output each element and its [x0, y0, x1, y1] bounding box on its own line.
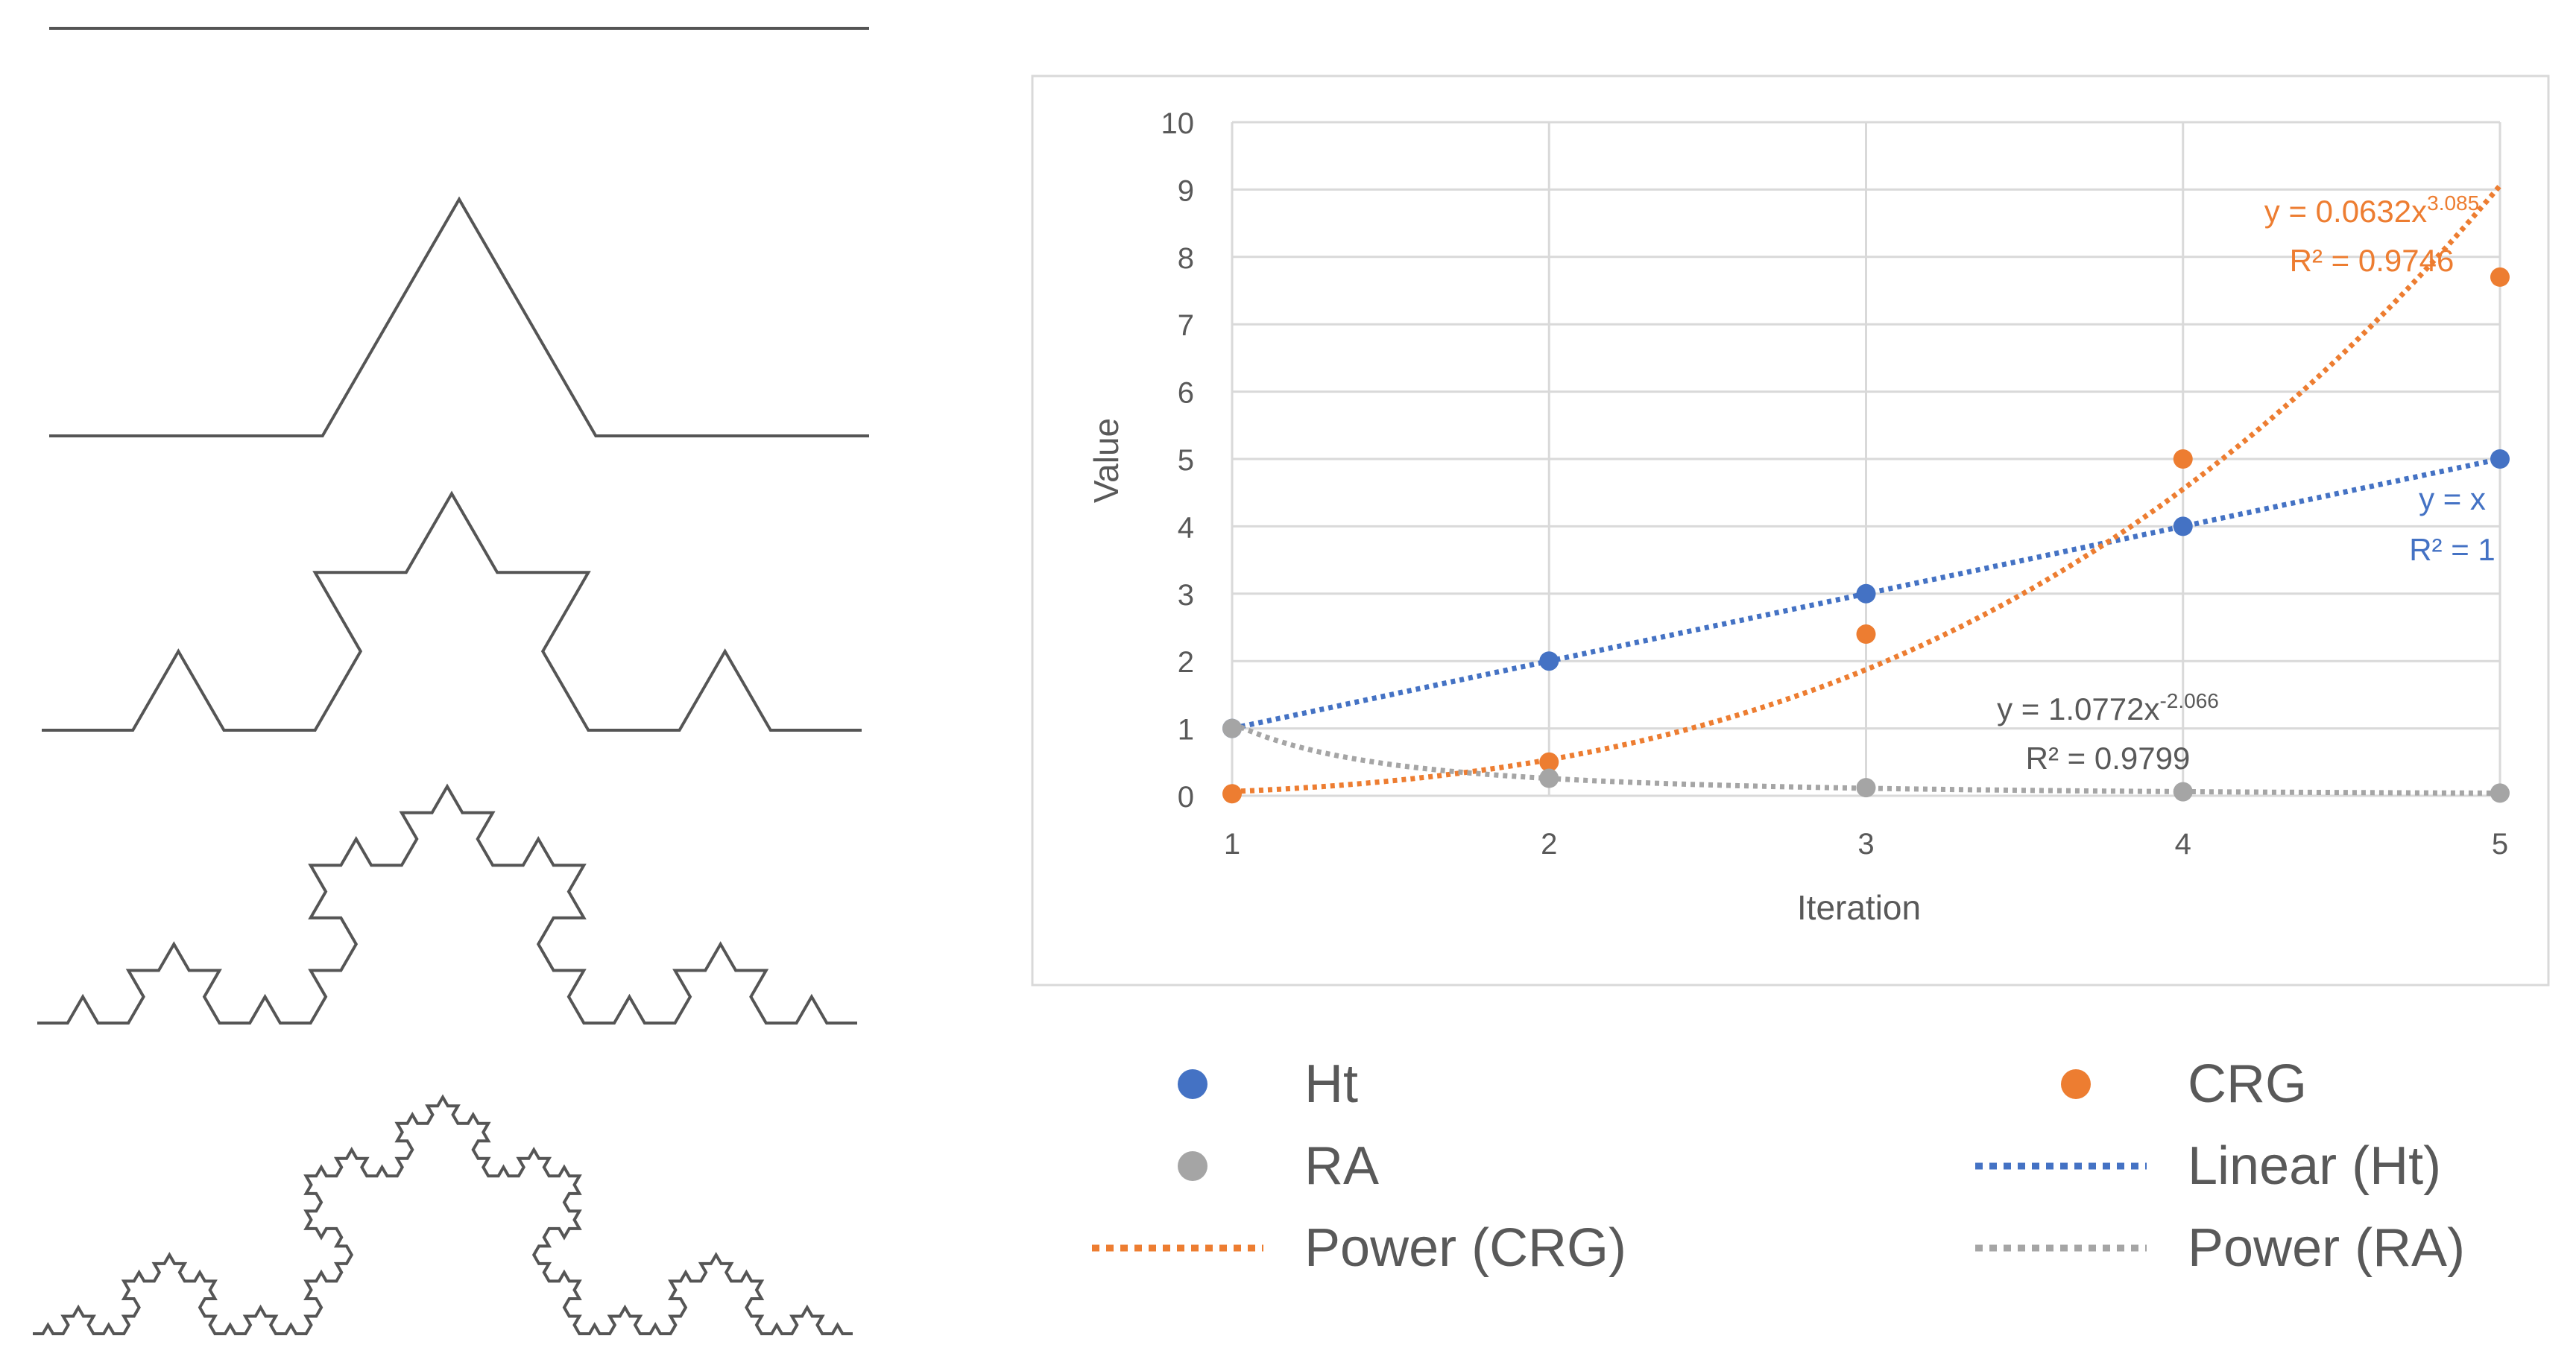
legend-marker — [2061, 1069, 2091, 1099]
x-axis-ticks: 1 2 3 4 5 — [1224, 828, 2508, 861]
y-axis-label: Value — [1087, 418, 1126, 503]
legend-item-power-crg[interactable]: Power (CRG) — [1092, 1218, 1626, 1278]
x-tick-label: 5 — [2492, 828, 2508, 861]
y-tick-label: 1 — [1178, 714, 1194, 747]
y-tick-label: 6 — [1178, 377, 1194, 410]
koch-curve-panel — [33, 27, 869, 1335]
trendline-equation: y = 0.0632x3.085 — [2264, 191, 2479, 229]
legend-marker — [1178, 1151, 1208, 1181]
y-tick-label: 3 — [1178, 579, 1194, 612]
trendline-r2: R² = 0.9799 — [2026, 741, 2191, 776]
point-crg-4[interactable] — [2173, 449, 2193, 469]
y-tick-label: 4 — [1178, 511, 1194, 544]
koch-curve-level-1 — [49, 196, 869, 437]
x-tick-label: 1 — [1224, 828, 1240, 861]
x-tick-label: 2 — [1541, 828, 1557, 861]
y-tick-label: 5 — [1178, 444, 1194, 477]
point-crg-5[interactable] — [2490, 267, 2510, 287]
trendline-equations: y = x R² = 1 y = 0.0632x3.085 R² = 0.9746 y … — [1997, 191, 2496, 776]
point-ht-3[interactable] — [1856, 583, 1876, 604]
y-tick-label: 10 — [1161, 107, 1195, 140]
legend-item-power-ra[interactable]: Power (RA) — [1975, 1218, 2465, 1278]
point-ra-4[interactable] — [2173, 782, 2193, 802]
legend-label: Linear (Ht) — [2188, 1136, 2441, 1196]
legend-item-crg[interactable]: CRG — [2061, 1054, 2307, 1114]
point-ht-5[interactable] — [2490, 449, 2510, 469]
point-ht-2[interactable] — [1539, 651, 1559, 671]
y-tick-label: 9 — [1178, 174, 1194, 207]
trendline-r2: R² = 0.9746 — [2290, 243, 2455, 278]
legend-marker — [1178, 1069, 1208, 1099]
legend-label: Power (CRG) — [1304, 1218, 1626, 1278]
trendline-power-ra- — [1231, 721, 2500, 796]
trendline-r2: R² = 1 — [2409, 532, 2496, 567]
chart-frame — [1031, 75, 2550, 987]
y-tick-label: 7 — [1178, 309, 1194, 342]
point-crg-1[interactable] — [1222, 784, 1242, 804]
point-crg-3[interactable] — [1856, 624, 1876, 645]
legend-label: Power (RA) — [2188, 1218, 2465, 1278]
koch-curve-level-2 — [42, 490, 862, 732]
point-ht-4[interactable] — [2173, 516, 2193, 536]
koch-curve-level-3 — [37, 783, 857, 1025]
legend-label: CRG — [2188, 1054, 2307, 1114]
y-tick-label: 8 — [1178, 242, 1194, 275]
legend-label: Ht — [1304, 1054, 1358, 1114]
legend-label: RA — [1304, 1136, 1379, 1196]
y-tick-label: 2 — [1178, 646, 1194, 679]
point-ra-2[interactable] — [1539, 768, 1559, 788]
trendline-equation: y = x — [2419, 481, 2486, 516]
y-axis-ticks: 0 1 2 3 4 5 6 7 8 9 10 — [1161, 107, 1195, 814]
legend-item-ra[interactable]: RA — [1178, 1136, 1379, 1196]
chart-legend[interactable]: Ht CRG RA Linear (Ht) Power (CRG) Power (RA) — [1092, 1054, 2465, 1278]
legend-item-ht[interactable]: Ht — [1178, 1054, 1358, 1114]
x-tick-label: 3 — [1857, 828, 1874, 861]
point-ra-5[interactable] — [2490, 783, 2510, 803]
y-tick-label: 0 — [1178, 781, 1194, 814]
legend-item-linear-ht[interactable]: Linear (Ht) — [1975, 1136, 2441, 1196]
x-tick-label: 4 — [2175, 828, 2191, 861]
koch-curve-level-4 — [33, 1094, 853, 1335]
data-points-layer — [1222, 267, 2510, 804]
point-crg-2[interactable] — [1539, 752, 1559, 772]
point-ra-3[interactable] — [1856, 778, 1876, 798]
point-ra-1[interactable] — [1222, 718, 1242, 738]
trendline-equation: y = 1.0772x-2.066 — [1997, 689, 2219, 726]
x-axis-label: Iteration — [1797, 888, 1921, 927]
chart-grid — [1231, 121, 2501, 797]
